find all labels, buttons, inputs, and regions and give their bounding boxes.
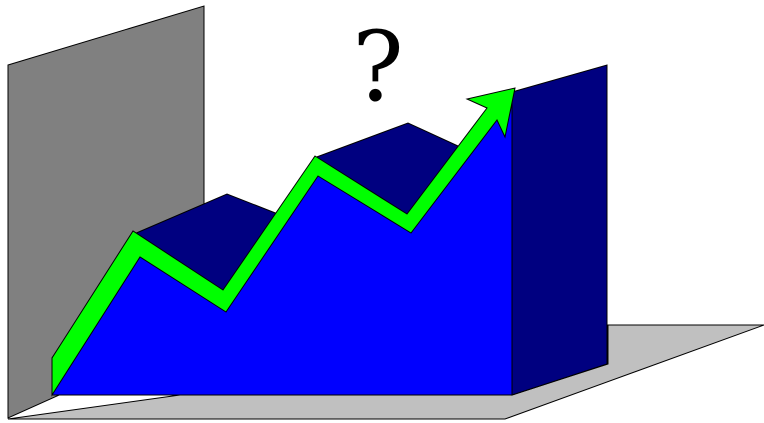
trend-arrow	[51, 87, 516, 397]
question-mark: ?	[352, 11, 403, 123]
area-side-face	[511, 64, 608, 396]
